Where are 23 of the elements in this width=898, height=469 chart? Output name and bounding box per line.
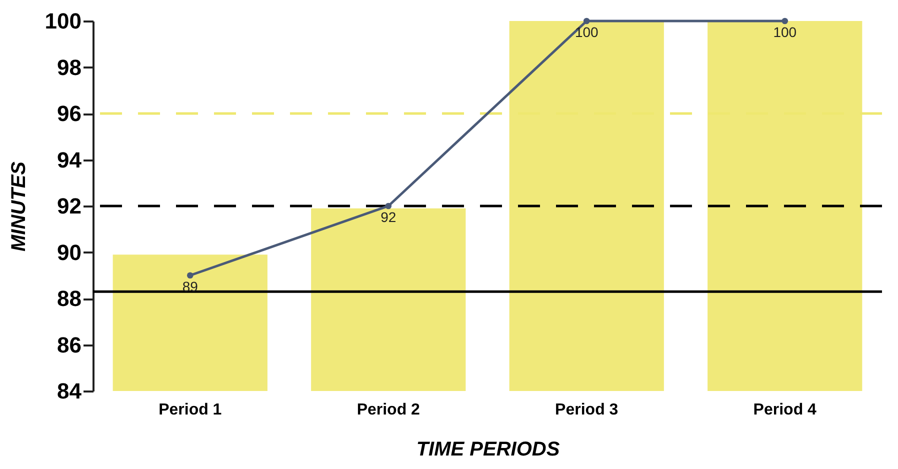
y-tick-label: 88 bbox=[57, 286, 82, 311]
data-label: 89 bbox=[182, 278, 198, 294]
x-tick-label: Period 1 bbox=[158, 402, 222, 418]
data-label: 100 bbox=[773, 24, 797, 40]
point bbox=[782, 18, 788, 24]
y-tick-label: 94 bbox=[57, 147, 82, 172]
y-tick-label: 92 bbox=[57, 194, 82, 218]
point bbox=[385, 202, 392, 210]
y-tick-label: 98 bbox=[57, 54, 82, 80]
x-tick-label: Period 4 bbox=[753, 402, 817, 418]
x-axis-title: TIME PERIODS bbox=[416, 438, 560, 460]
point bbox=[583, 18, 590, 24]
y-tick-label: 90 bbox=[57, 240, 82, 265]
point bbox=[186, 272, 194, 279]
y-tick-label: 96 bbox=[57, 101, 82, 126]
y-tick-label: 100 bbox=[44, 8, 82, 34]
x-tick-label: Period 3 bbox=[555, 402, 618, 418]
x-tick-label: Period 2 bbox=[356, 402, 420, 418]
data-label: 100 bbox=[574, 24, 599, 40]
data-label: 92 bbox=[380, 209, 396, 225]
y-tick-label: 86 bbox=[57, 332, 82, 358]
y-axis-title: MINUTES bbox=[8, 160, 30, 252]
y-tick-label: 84 bbox=[57, 378, 82, 404]
